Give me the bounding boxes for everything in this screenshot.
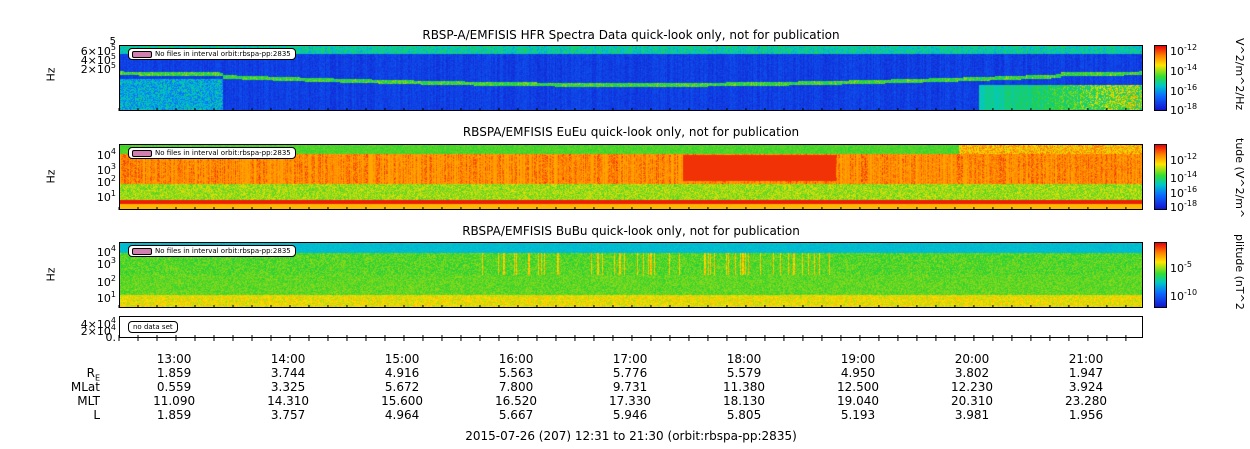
ephemeris-label: L <box>93 408 100 422</box>
panel4-badge: no data set <box>128 321 178 333</box>
ephemeris-value: 1.947 <box>1068 366 1104 380</box>
ephemeris-value: 5.667 <box>498 408 534 422</box>
ephemeris-value: 7.800 <box>498 380 534 394</box>
ephemeris-value: 5.563 <box>498 366 534 380</box>
panel3-spectrogram[interactable]: No files in interval orbit:rbspa-pp:2835 <box>119 242 1143 308</box>
ytick-label: 4×104 <box>80 316 116 331</box>
colorbar-tick-label: 10-10 <box>1170 288 1198 303</box>
pencil-icon <box>132 150 152 157</box>
ephemeris-value: 20.310 <box>951 394 994 408</box>
panel2-title: RBSPA/EMFISIS EuEu quick-look only, not … <box>462 125 800 139</box>
x-tick-label: 13:00 <box>156 352 192 366</box>
panel1-ytick-top: 5 <box>109 36 116 47</box>
ephemeris-value: 4.964 <box>384 408 420 422</box>
ytick-label: 2×105 <box>80 61 116 76</box>
x-tick-label: 21:00 <box>1068 352 1104 366</box>
panel1-colorbar <box>1154 45 1167 111</box>
ytick-label: 4×105 <box>80 52 116 67</box>
panel2-cbar-label: tude (V^2/m^ <box>1233 138 1246 219</box>
panel1-badge: No files in interval orbit:rbspa-pp:2835 <box>128 48 296 60</box>
ephemeris-value: 15.600 <box>381 394 424 408</box>
panel3-title: RBSPA/EMFISIS BuBu quick-look only, not … <box>462 224 800 238</box>
panel4-empty[interactable]: no data set <box>119 316 1143 338</box>
ephemeris-value: 3.924 <box>1068 380 1104 394</box>
badge-text: No files in interval orbit:rbspa-pp:2835 <box>155 50 291 58</box>
panel2-colorbar <box>1154 144 1167 210</box>
ytick-label: 102 <box>96 174 116 189</box>
ytick-label: 101 <box>96 290 116 305</box>
colorbar-tick-label: 10-12 <box>1170 152 1198 167</box>
ytick-label: 104 <box>96 244 116 259</box>
x-tick-label: 15:00 <box>384 352 420 366</box>
x-tick-label: 16:00 <box>498 352 534 366</box>
ephemeris-value: 12.500 <box>837 380 880 394</box>
ephemeris-label: MLT <box>77 394 100 408</box>
ephemeris-value: 4.916 <box>384 366 420 380</box>
ephemeris-value: 5.579 <box>726 366 762 380</box>
ephemeris-value: 11.380 <box>723 380 766 394</box>
ephemeris-value: 3.744 <box>270 366 306 380</box>
ephemeris-value: 16.520 <box>495 394 538 408</box>
ytick-label: 103 <box>96 162 116 177</box>
ephemeris-value: 1.859 <box>156 408 192 422</box>
panel3-colorbar <box>1154 242 1167 308</box>
ytick-label: 102 <box>96 274 116 289</box>
ephemeris-value: 18.130 <box>723 394 766 408</box>
ephemeris-value: 19.040 <box>837 394 880 408</box>
ephemeris-value: 5.776 <box>612 366 648 380</box>
x-tick-label: 19:00 <box>840 352 876 366</box>
colorbar-tick-label: 10-5 <box>1170 260 1192 275</box>
x-tick-label: 14:00 <box>270 352 306 366</box>
pencil-icon <box>132 248 152 255</box>
ephemeris-value: 1.956 <box>1068 408 1104 422</box>
ephemeris-value: 3.325 <box>270 380 306 394</box>
ephemeris-value: 9.731 <box>612 380 648 394</box>
ephemeris-value: 3.757 <box>270 408 306 422</box>
colorbar-tick-label: 10-18 <box>1170 102 1198 117</box>
colorbar-tick-label: 10-16 <box>1170 83 1198 98</box>
pencil-icon <box>132 51 152 58</box>
ephemeris-value: 12.230 <box>951 380 994 394</box>
ytick-label: 2×104 <box>80 323 116 338</box>
panel1-spectrogram[interactable]: No files in interval orbit:rbspa-pp:2835 <box>119 45 1143 111</box>
colorbar-tick-label: 10-18 <box>1170 199 1198 214</box>
ephemeris-value: 11.090 <box>153 394 196 408</box>
ytick-label: 6×105 <box>80 43 116 58</box>
ephemeris-value: 17.330 <box>609 394 652 408</box>
ephemeris-value: 4.950 <box>840 366 876 380</box>
ytick-label: 0. <box>105 331 117 344</box>
panel2-spectrogram[interactable]: No files in interval orbit:rbspa-pp:2835 <box>119 144 1143 210</box>
ephemeris-value: 23.280 <box>1065 394 1107 408</box>
ephemeris-value: 5.193 <box>840 408 876 422</box>
panel3-badge: No files in interval orbit:rbspa-pp:2835 <box>128 245 296 257</box>
panel2-badge: No files in interval orbit:rbspa-pp:2835 <box>128 147 296 159</box>
ephemeris-value: 5.805 <box>726 408 762 422</box>
colorbar-tick-label: 10-14 <box>1170 170 1198 185</box>
panel1-cbar-label: V^2/m^2/Hz <box>1233 38 1246 111</box>
x-tick-label: 20:00 <box>954 352 990 366</box>
footer-time-range: 2015-07-26 (207) 12:31 to 21:30 (orbit:r… <box>465 429 797 443</box>
ytick-label: 104 <box>96 147 116 162</box>
x-tick-label: 17:00 <box>612 352 648 366</box>
ephemeris-value: 5.672 <box>384 380 420 394</box>
ephemeris-value: 0.559 <box>156 380 192 394</box>
badge-text: No files in interval orbit:rbspa-pp:2835 <box>155 247 291 255</box>
ephemeris-value: 14.310 <box>267 394 310 408</box>
ephemeris-value: 3.802 <box>954 366 990 380</box>
panel3-cbar-label: plitude (nT^2 <box>1233 234 1246 310</box>
ytick-label: 101 <box>96 189 116 204</box>
ephemeris-value: 1.859 <box>156 366 192 380</box>
ephemeris-label: RE <box>86 366 100 383</box>
x-tick-label: 18:00 <box>726 352 762 366</box>
ephemeris-value: 3.981 <box>954 408 990 422</box>
colorbar-tick-label: 10-12 <box>1170 43 1198 58</box>
colorbar-tick-label: 10-14 <box>1170 63 1198 78</box>
badge-text: No files in interval orbit:rbspa-pp:2835 <box>155 149 291 157</box>
ephemeris-value: 5.946 <box>612 408 648 422</box>
colorbar-tick-label: 10-16 <box>1170 185 1198 200</box>
ytick-label: 103 <box>96 256 116 271</box>
ephemeris-label: MLat <box>70 380 100 394</box>
panel1-title: RBSP-A/EMFISIS HFR Spectra Data quick-lo… <box>422 28 840 42</box>
